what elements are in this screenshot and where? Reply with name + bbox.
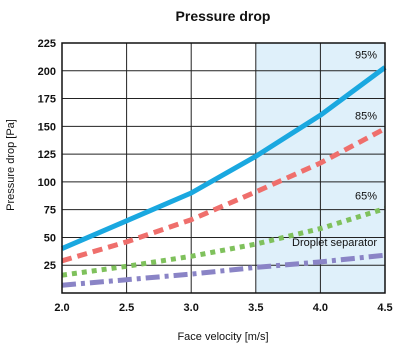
y-tick-label: 100 [38, 177, 56, 189]
tick-labels: 2.0 2.5 3.0 3.5 4.0 4.5 25 50 75 100 125 150 175 200 2… [38, 38, 393, 314]
series-labels: 95% 85% 65% Droplet separator [292, 49, 377, 249]
y-tick-label: 175 [38, 94, 56, 106]
series-label: 95% [355, 49, 377, 61]
x-tick-label: 2.5 [119, 302, 134, 314]
y-tick-label: 25 [44, 260, 56, 272]
series-label: 65% [355, 191, 377, 203]
y-tick-label: 125 [38, 149, 56, 161]
x-tick-label: 4.5 [377, 302, 392, 314]
series-line [61, 252, 386, 288]
y-axis-label: Pressure drop [Pa] [5, 119, 17, 211]
y-tick-label: 200 [38, 66, 56, 78]
chart-title: Pressure drop [176, 8, 271, 24]
plot-frame [61, 42, 386, 294]
series-line [61, 126, 387, 264]
y-tick-label: 75 [44, 205, 56, 217]
series-label: Droplet separator [292, 237, 377, 249]
y-tick-label: 50 [44, 232, 56, 244]
series-line [61, 206, 386, 278]
y-tick-label: 225 [38, 38, 56, 50]
x-tick-label: 2.0 [54, 302, 69, 314]
x-tick-label: 4.0 [313, 302, 328, 314]
series-line [61, 65, 387, 251]
x-tick-label: 3.5 [248, 302, 263, 314]
x-axis-label: Face velocity [m/s] [177, 331, 268, 343]
series-layer [61, 65, 387, 288]
y-tick-label: 150 [38, 121, 56, 133]
series-label: 85% [355, 111, 377, 123]
x-tick-label: 3.0 [184, 302, 199, 314]
